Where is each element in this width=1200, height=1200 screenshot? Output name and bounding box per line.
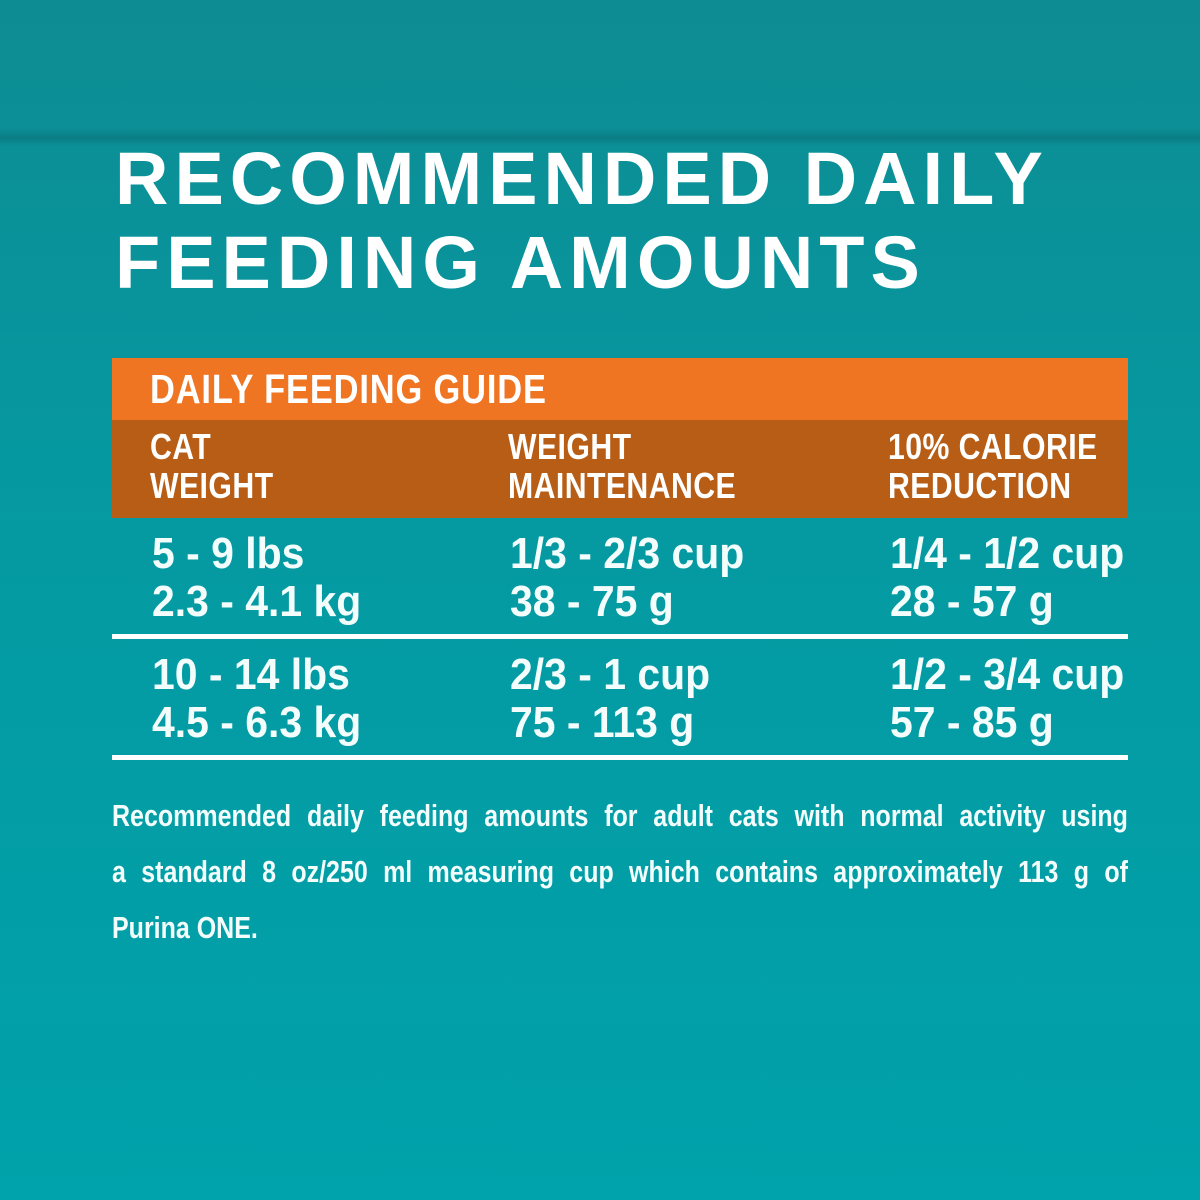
maintenance-grams: 38 - 75 g: [510, 577, 674, 626]
cat-weight-lbs: 10 - 14 lbs: [152, 650, 350, 699]
column-header-row: CAT WEIGHT WEIGHT MAINTENANCE 10% CALORI…: [112, 420, 1128, 518]
table-body: 5 - 9 lbs 2.3 - 4.1 kg 1/3 - 2/3 cup 38 …: [112, 518, 1128, 760]
reduction-cups: 1/2 - 3/4 cup: [890, 650, 1125, 699]
cell-cat-weight: 10 - 14 lbs 4.5 - 6.3 kg: [152, 651, 510, 747]
reduction-grams: 28 - 57 g: [890, 577, 1054, 626]
cell-weight-maintenance: 2/3 - 1 cup 75 - 113 g: [510, 651, 890, 747]
page-title-line1: RECOMMENDED DAILY: [115, 137, 1049, 220]
table-title: DAILY FEEDING GUIDE: [150, 366, 547, 412]
column-header-weight-maintenance: WEIGHT MAINTENANCE: [508, 427, 888, 518]
column-header-cat-weight-line1: CAT: [150, 426, 212, 467]
cell-cat-weight: 5 - 9 lbs 2.3 - 4.1 kg: [152, 530, 510, 626]
table-row: 5 - 9 lbs 2.3 - 4.1 kg 1/3 - 2/3 cup 38 …: [112, 518, 1128, 639]
maintenance-grams: 75 - 113 g: [510, 698, 695, 747]
reduction-grams: 57 - 85 g: [890, 698, 1054, 747]
column-header-calorie-reduction-line1: 10% CALORIE: [888, 426, 1098, 467]
cell-calorie-reduction: 1/2 - 3/4 cup 57 - 85 g: [890, 651, 1142, 747]
column-header-cat-weight-line2: WEIGHT: [150, 465, 274, 506]
column-header-weight-maintenance-line2: MAINTENANCE: [508, 465, 737, 506]
maintenance-cups: 2/3 - 1 cup: [510, 650, 711, 699]
footnote-line2: a standard 8 oz/250 ml measuring cup whi…: [112, 854, 1128, 889]
column-header-calorie-reduction: 10% CALORIE REDUCTION: [888, 427, 1138, 518]
cell-weight-maintenance: 1/3 - 2/3 cup 38 - 75 g: [510, 530, 890, 626]
maintenance-cups: 1/3 - 2/3 cup: [510, 529, 745, 578]
table-title-bar: DAILY FEEDING GUIDE: [112, 358, 1128, 420]
footnote-text: Recommended daily feeding amounts for ad…: [112, 788, 1128, 956]
cell-calorie-reduction: 1/4 - 1/2 cup 28 - 57 g: [890, 530, 1142, 626]
reduction-cups: 1/4 - 1/2 cup: [890, 529, 1125, 578]
page-title: RECOMMENDED DAILY FEEDING AMOUNTS: [115, 137, 1049, 305]
footnote-line3: Purina ONE.: [112, 910, 258, 945]
footnote: Recommended daily feeding amounts for ad…: [112, 788, 1128, 956]
daily-feeding-guide-table: DAILY FEEDING GUIDE CAT WEIGHT WEIGHT MA…: [112, 358, 1128, 760]
page-title-line2: FEEDING AMOUNTS: [115, 221, 926, 304]
column-header-weight-maintenance-line1: WEIGHT: [508, 426, 632, 467]
cat-weight-lbs: 5 - 9 lbs: [152, 529, 305, 578]
column-header-cat-weight: CAT WEIGHT: [150, 427, 508, 518]
table-row: 10 - 14 lbs 4.5 - 6.3 kg 2/3 - 1 cup 75 …: [112, 639, 1128, 760]
column-header-calorie-reduction-line2: REDUCTION: [888, 465, 1072, 506]
footnote-line1: Recommended daily feeding amounts for ad…: [112, 798, 1128, 833]
cat-weight-kg: 2.3 - 4.1 kg: [152, 577, 362, 626]
cat-weight-kg: 4.5 - 6.3 kg: [152, 698, 362, 747]
